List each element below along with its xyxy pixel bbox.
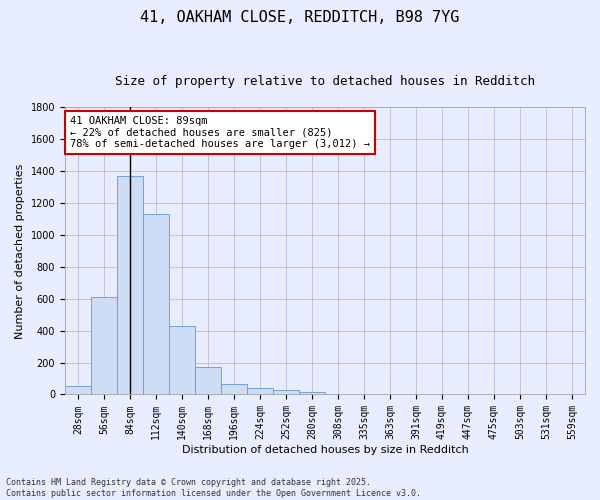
Bar bbox=[65, 386, 91, 394]
X-axis label: Distribution of detached houses by size in Redditch: Distribution of detached houses by size … bbox=[182, 445, 469, 455]
Y-axis label: Number of detached properties: Number of detached properties bbox=[15, 163, 25, 338]
Bar bbox=[221, 384, 247, 394]
Bar bbox=[117, 176, 143, 394]
Title: Size of property relative to detached houses in Redditch: Size of property relative to detached ho… bbox=[115, 75, 535, 88]
Text: 41, OAKHAM CLOSE, REDDITCH, B98 7YG: 41, OAKHAM CLOSE, REDDITCH, B98 7YG bbox=[140, 10, 460, 25]
Text: 41 OAKHAM CLOSE: 89sqm
← 22% of detached houses are smaller (825)
78% of semi-de: 41 OAKHAM CLOSE: 89sqm ← 22% of detached… bbox=[70, 116, 370, 149]
Bar bbox=[299, 392, 325, 394]
Bar bbox=[247, 388, 273, 394]
Bar bbox=[273, 390, 299, 394]
Bar bbox=[169, 326, 195, 394]
Text: Contains HM Land Registry data © Crown copyright and database right 2025.
Contai: Contains HM Land Registry data © Crown c… bbox=[6, 478, 421, 498]
Bar bbox=[143, 214, 169, 394]
Bar bbox=[91, 297, 117, 394]
Bar bbox=[195, 366, 221, 394]
